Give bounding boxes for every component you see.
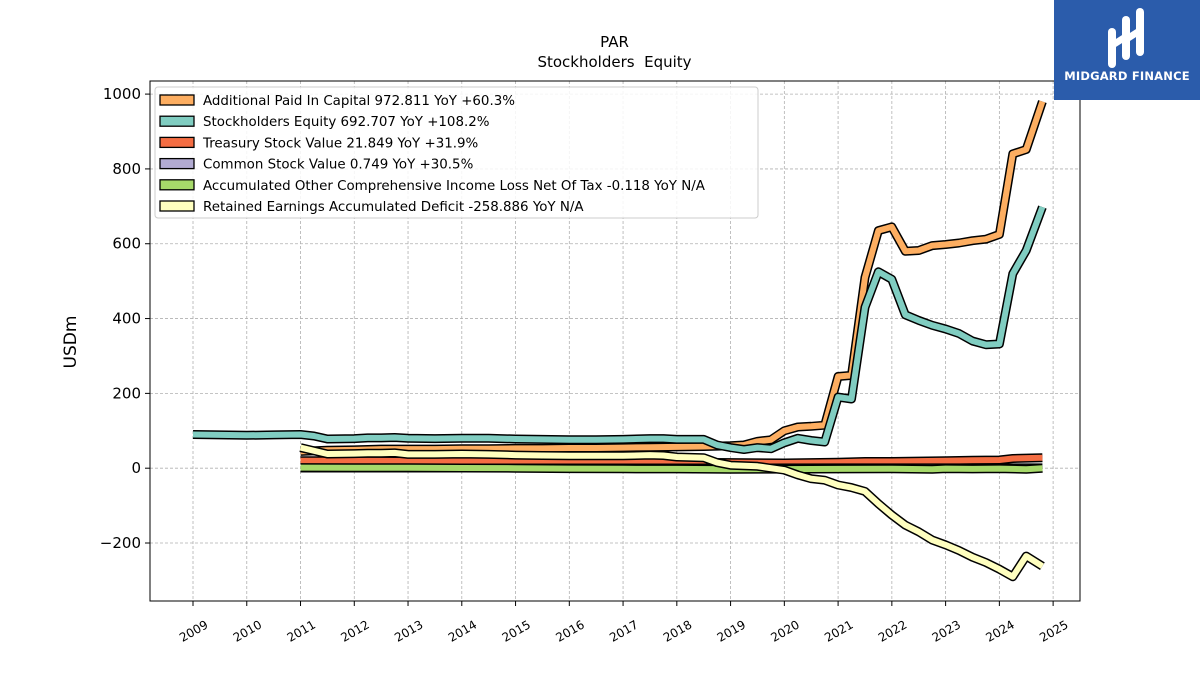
y-axis-label: USDm — [61, 316, 81, 369]
y-tick-label: 800 — [112, 160, 141, 178]
logo-text: MIDGARD FINANCE — [1064, 69, 1190, 83]
legend-swatch-2 — [159, 136, 195, 149]
legend-swatch-4 — [159, 179, 195, 191]
legend-label-5: Retained Earnings Accumulated Deficit -2… — [203, 200, 584, 215]
legend-swatch-3 — [159, 157, 195, 170]
x-tick-label: 2024 — [983, 617, 1016, 644]
series-lines — [192, 100, 1047, 582]
legend-box — [154, 86, 759, 219]
y-tick-label: 0 — [131, 459, 141, 477]
y-tick-label: 200 — [112, 384, 141, 402]
x-tick-label: 2021 — [822, 617, 855, 644]
legend-swatch-0 — [159, 94, 195, 106]
y-tick-label: 1000 — [103, 85, 141, 103]
x-tick-label: 2011 — [285, 617, 318, 644]
y-tick-label: 600 — [112, 235, 141, 253]
x-tick-label: 2012 — [338, 617, 371, 644]
x-tick-label: 2013 — [392, 617, 425, 644]
x-tick-label: 2009 — [177, 617, 210, 644]
x-tick-label: 2023 — [930, 617, 963, 644]
legend-label-3: Common Stock Value 0.749 YoY +30.5% — [203, 158, 473, 173]
legend-label-1: Stockholders Equity 692.707 YoY +108.2% — [203, 115, 489, 130]
plot-frame — [149, 80, 1081, 602]
x-tick-label: 2018 — [661, 617, 694, 644]
legend-swatch-1 — [159, 115, 195, 127]
legend: Additional Paid In Capital 972.811 YoY +… — [154, 86, 759, 219]
x-tick-label: 2025 — [1037, 617, 1070, 644]
x-tick-label: 2014 — [446, 617, 479, 644]
x-tick-label: 2016 — [553, 617, 586, 644]
y-tick-label: −200 — [100, 534, 141, 552]
x-tick-label: 2020 — [768, 617, 801, 644]
x-tick-label: 2017 — [607, 617, 640, 644]
chart-title: PAR — [600, 33, 629, 51]
midgard-logo: MIDGARD FINANCE — [1054, 0, 1200, 100]
series-line-5 — [299, 444, 1044, 580]
series-line-2 — [300, 454, 1043, 466]
chart-subtitle: Stockholders Equity — [537, 53, 691, 71]
x-tick-label: 2010 — [231, 617, 264, 644]
series-line-0 — [300, 100, 1046, 455]
x-tick-label: 2015 — [500, 617, 533, 644]
series-line-1 — [192, 206, 1046, 453]
series-line-4 — [300, 464, 1043, 473]
y-tick-label: 400 — [112, 310, 141, 328]
midgard-logo-icon — [1108, 8, 1144, 68]
x-tick-label: 2019 — [715, 617, 748, 644]
y-axis: 1000 800 600 400 200 0 −200 — [100, 85, 150, 552]
x-axis: 2009 2010 2011 2012 2013 2014 2015 2016 2017 2018… — [177, 601, 1071, 645]
legend-swatch-5 — [159, 200, 195, 212]
legend-label-2: Treasury Stock Value 21.849 YoY +31.9% — [202, 136, 478, 151]
x-tick-label: 2022 — [876, 617, 909, 644]
legend-label-0: Additional Paid In Capital 972.811 YoY +… — [203, 94, 515, 109]
legend-label-4: Accumulated Other Comprehensive Income L… — [203, 179, 706, 194]
